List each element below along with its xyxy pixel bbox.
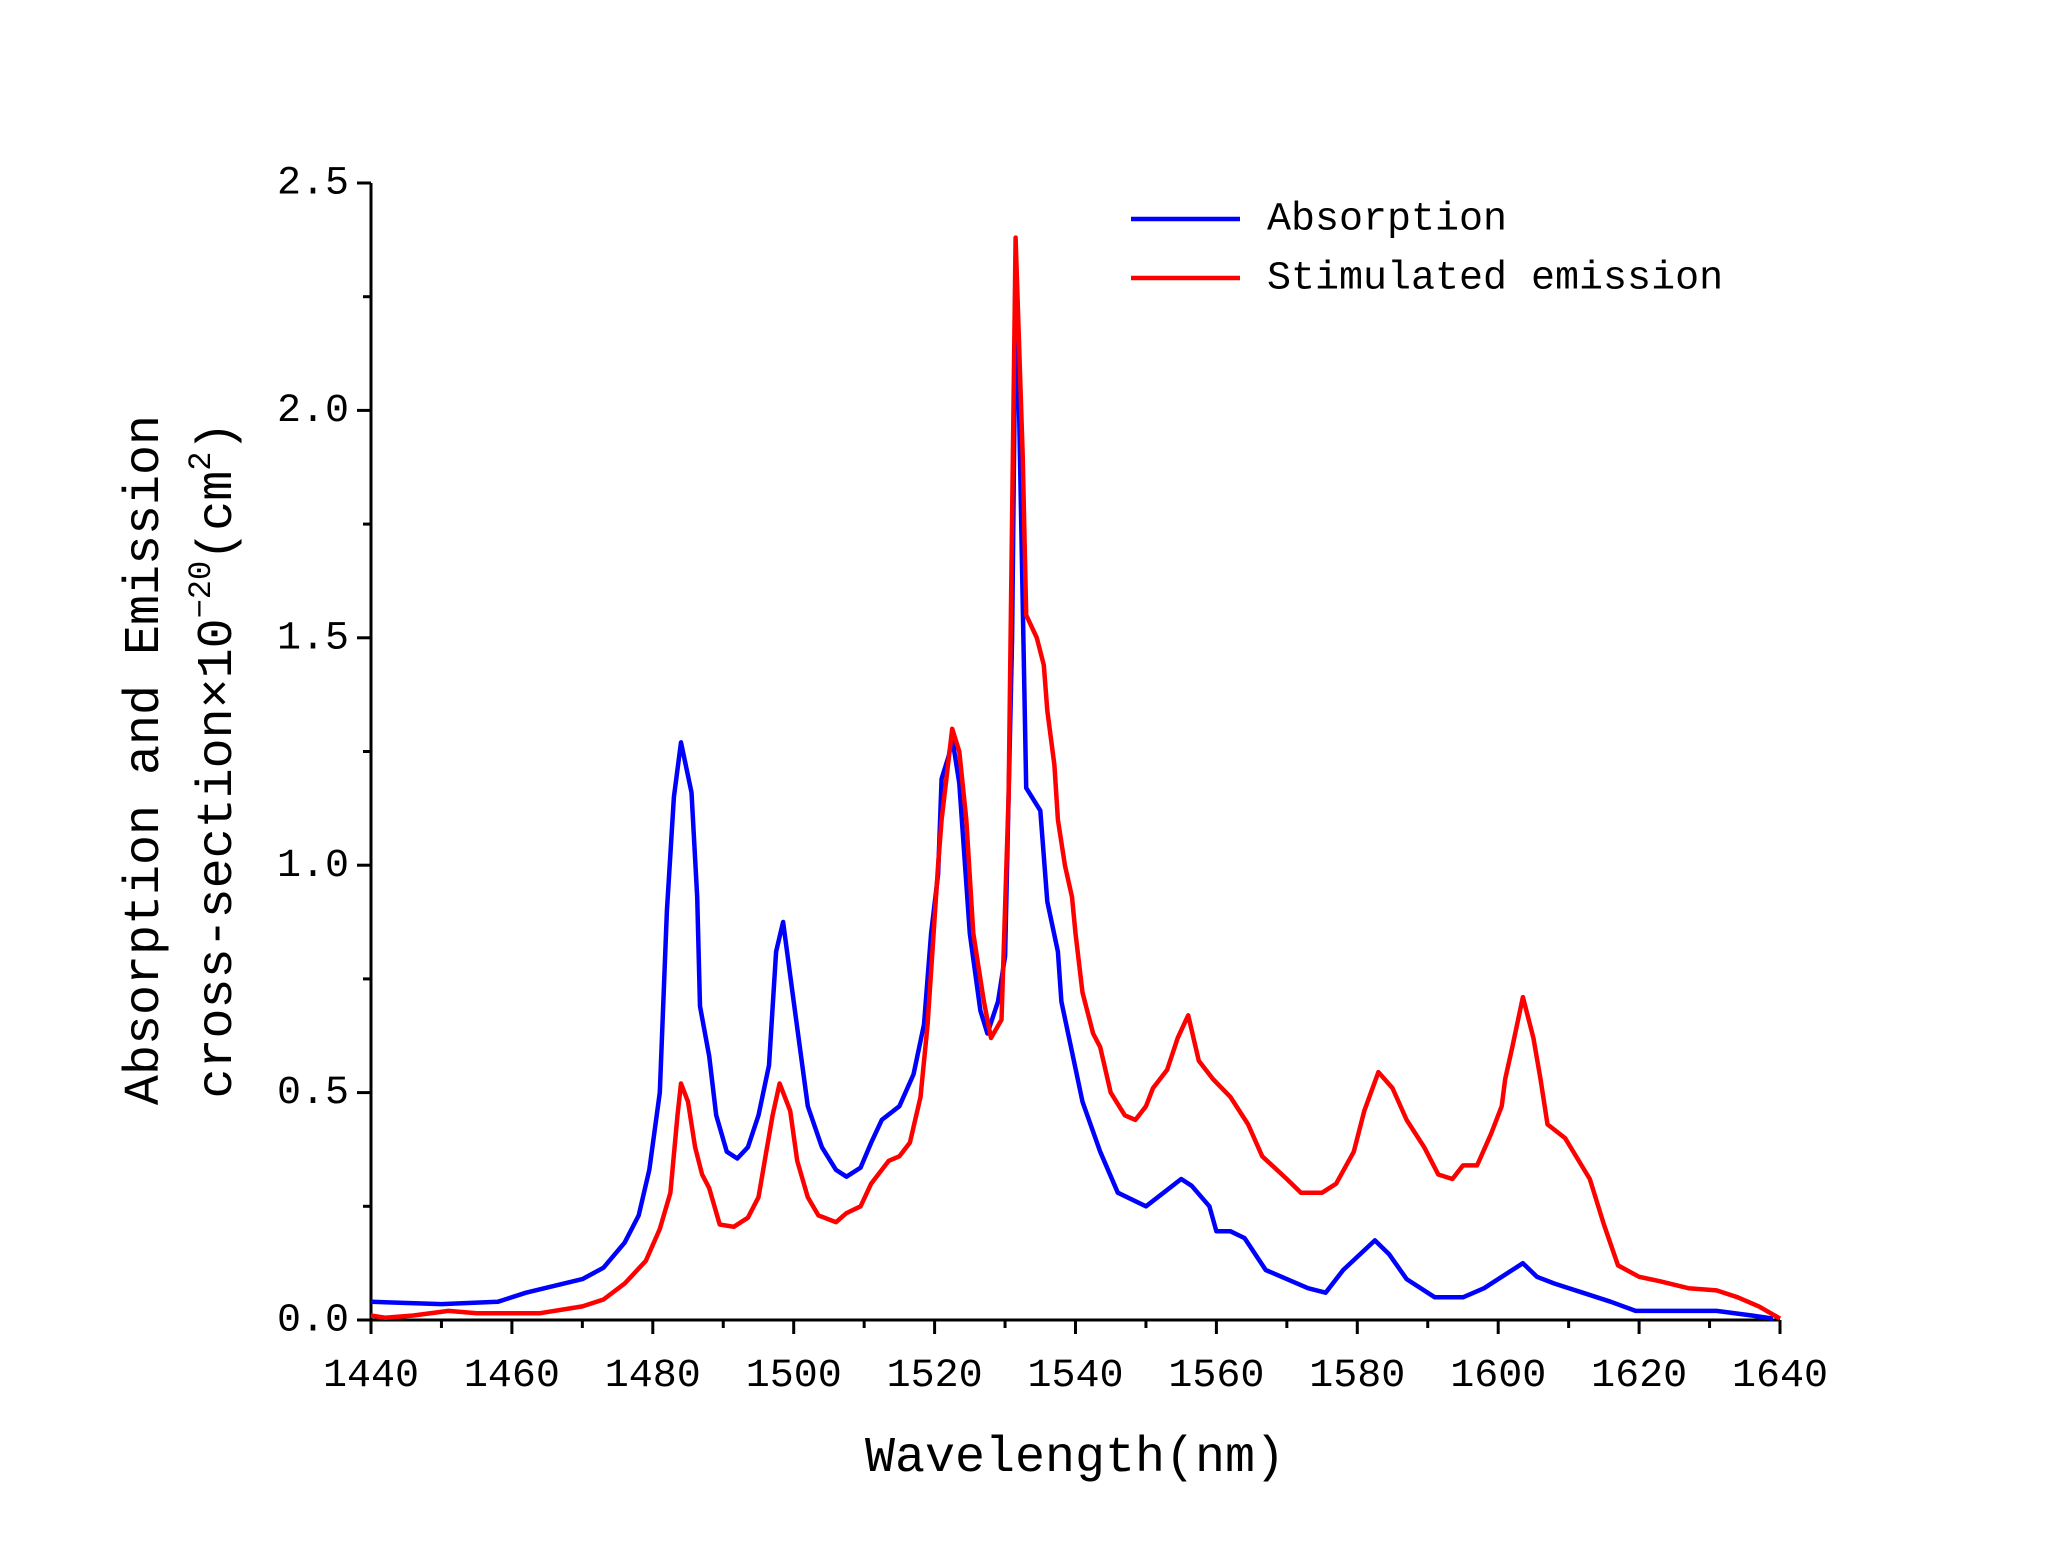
data-line	[370, 303, 1774, 1321]
legend-label: Stimulated emission	[1267, 257, 1723, 302]
x-axis-title: Wavelength(nm)	[865, 1430, 1285, 1487]
x-tick-label: 1560	[1168, 1354, 1264, 1399]
data-line	[370, 235, 1782, 1321]
y-axis-title: cross-section×10−20(cm2)	[183, 422, 247, 1099]
y-tick-label: 1.5	[277, 616, 349, 661]
y-axis-title-sup: 2	[183, 452, 220, 471]
y-axis-title: Absorption and Emission	[117, 415, 174, 1105]
x-tick-label: 1640	[1732, 1354, 1828, 1399]
y-tick-label: 2.0	[277, 389, 349, 434]
x-tick-label: 1600	[1450, 1354, 1546, 1399]
x-tick-label: 1480	[605, 1354, 701, 1399]
y-axis-title-part: cross-section×10	[190, 618, 247, 1098]
x-tick-label: 1620	[1591, 1354, 1687, 1399]
y-tick-label: 1.0	[277, 844, 349, 889]
y-tick-label: 0.5	[277, 1071, 349, 1116]
x-tick-label: 1520	[887, 1354, 983, 1399]
x-tick-label: 1540	[1027, 1354, 1123, 1399]
x-tick-label: 1500	[746, 1354, 842, 1399]
legend-label: Absorption	[1267, 198, 1507, 243]
y-tick-label: 0.0	[277, 1299, 349, 1344]
y-axis-title-sup: −20	[183, 561, 220, 619]
x-tick-label: 1580	[1309, 1354, 1405, 1399]
x-tick-label: 1460	[464, 1354, 560, 1399]
x-tick-label: 1440	[323, 1354, 419, 1399]
y-axis-title-part: (cm	[190, 471, 247, 561]
y-axis-title-part: )	[190, 422, 247, 452]
y-tick-label: 2.5	[277, 162, 349, 207]
